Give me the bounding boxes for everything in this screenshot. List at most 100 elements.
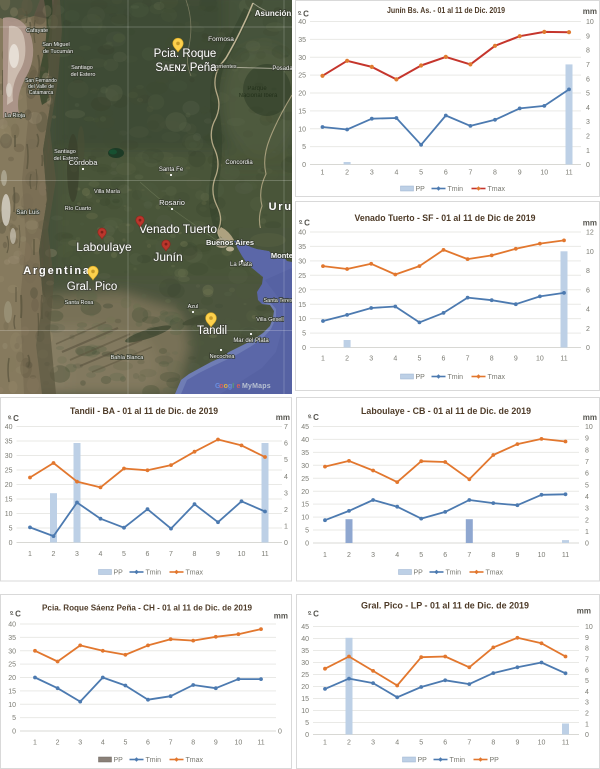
svg-text:5: 5 (585, 482, 589, 489)
svg-text:PP: PP (490, 757, 500, 764)
svg-text:Tmin: Tmin (146, 757, 162, 764)
svg-text:Tmin: Tmin (446, 570, 462, 577)
svg-text:5: 5 (12, 715, 16, 722)
svg-text:Pcia. Roque: Pcia. Roque (154, 48, 217, 60)
svg-text:5: 5 (284, 457, 288, 464)
svg-text:6: 6 (444, 170, 448, 177)
svg-text:20: 20 (8, 675, 16, 682)
svg-text:9: 9 (515, 739, 519, 746)
svg-text:Tmax: Tmax (186, 570, 204, 577)
svg-text:4: 4 (586, 105, 590, 112)
svg-text:1: 1 (323, 739, 327, 746)
svg-text:25: 25 (301, 476, 309, 483)
svg-text:9: 9 (214, 739, 218, 746)
svg-text:2: 2 (585, 517, 589, 524)
svg-text:Nacional Iberá: Nacional Iberá (239, 93, 278, 99)
svg-text:Gral. Pico: Gral. Pico (67, 281, 118, 293)
svg-text:7: 7 (585, 656, 589, 663)
svg-text:6: 6 (443, 739, 447, 746)
svg-text:Santiago: Santiago (71, 65, 93, 71)
svg-text:0: 0 (302, 345, 306, 352)
svg-text:2: 2 (345, 170, 349, 177)
svg-text:10: 10 (540, 170, 548, 177)
svg-text:5: 5 (122, 551, 126, 558)
svg-text:mm: mm (583, 218, 597, 227)
svg-text:10: 10 (538, 739, 546, 746)
svg-text:25: 25 (8, 661, 16, 668)
svg-text:2: 2 (347, 739, 351, 746)
svg-text:35: 35 (5, 439, 13, 446)
svg-text:Tandil - BA - 01 al 11 de Dic.: Tandil - BA - 01 al 11 de Dic. de 2019 (70, 406, 218, 416)
svg-text:Laboulaye: Laboulaye (76, 240, 132, 254)
svg-text:La Plata: La Plata (230, 262, 253, 268)
svg-text:6: 6 (585, 667, 589, 674)
svg-text:mm: mm (583, 7, 597, 16)
svg-text:0: 0 (586, 345, 590, 352)
svg-text:7: 7 (467, 739, 471, 746)
svg-text:40: 40 (301, 636, 309, 643)
svg-text:25: 25 (298, 272, 306, 279)
svg-text:Necochea: Necochea (210, 354, 236, 360)
svg-text:40: 40 (8, 621, 16, 628)
svg-text:o: o (224, 383, 228, 390)
svg-text:Santa Teresita: Santa Teresita (263, 298, 292, 304)
svg-text:9: 9 (586, 33, 590, 40)
svg-text:San Luis: San Luis (16, 210, 39, 216)
svg-text:20: 20 (298, 287, 306, 294)
svg-text:Tmax: Tmax (488, 374, 506, 381)
svg-text:º C: º C (308, 413, 319, 422)
svg-text:40: 40 (298, 229, 306, 236)
svg-text:9: 9 (216, 551, 220, 558)
svg-text:7: 7 (169, 551, 173, 558)
svg-text:30: 30 (298, 55, 306, 62)
svg-text:Corrientes: Corrientes (211, 64, 237, 70)
svg-text:6: 6 (284, 441, 288, 448)
svg-text:7: 7 (466, 355, 470, 362)
svg-text:2: 2 (585, 710, 589, 717)
svg-text:Tmax: Tmax (186, 757, 204, 764)
svg-text:MyMaps: MyMaps (242, 383, 271, 390)
svg-text:0: 0 (9, 540, 13, 547)
svg-text:6: 6 (146, 551, 150, 558)
svg-text:8: 8 (586, 48, 590, 55)
svg-text:6: 6 (586, 287, 590, 294)
svg-text:11: 11 (562, 739, 569, 746)
svg-text:12: 12 (586, 229, 594, 236)
svg-text:PP: PP (416, 186, 426, 193)
svg-text:del Estero: del Estero (71, 72, 96, 78)
svg-text:30: 30 (8, 648, 16, 655)
svg-text:Pcia. Roque Sáenz Peña - CH -: Pcia. Roque Sáenz Peña - CH - 01 al 11 d… (42, 602, 252, 612)
svg-text:11: 11 (560, 355, 567, 362)
svg-text:6: 6 (442, 355, 446, 362)
svg-text:Parque: Parque (247, 86, 267, 92)
svg-text:8: 8 (193, 551, 197, 558)
svg-text:º C: º C (298, 10, 309, 19)
svg-text:0: 0 (302, 162, 306, 169)
svg-text:3: 3 (284, 490, 288, 497)
svg-text:Bahía Blanca: Bahía Blanca (111, 355, 145, 361)
svg-text:Azul: Azul (188, 304, 199, 310)
svg-text:San Fernando: San Fernando (25, 78, 57, 84)
svg-text:1: 1 (284, 524, 288, 531)
svg-text:º C: º C (8, 414, 19, 423)
svg-text:4: 4 (586, 306, 590, 313)
svg-text:Venado Tuerto: Venado Tuerto (139, 222, 217, 236)
svg-text:2: 2 (284, 507, 288, 514)
svg-text:Tmax: Tmax (486, 570, 504, 577)
svg-text:l: l (232, 383, 234, 390)
svg-text:30: 30 (301, 660, 309, 667)
svg-text:4: 4 (395, 739, 399, 746)
svg-text:10: 10 (586, 19, 594, 26)
svg-text:1: 1 (33, 739, 37, 746)
svg-text:5: 5 (417, 355, 421, 362)
svg-text:0: 0 (585, 541, 589, 548)
svg-text:35: 35 (301, 648, 309, 655)
svg-text:9: 9 (585, 634, 589, 641)
svg-text:PP: PP (114, 570, 124, 577)
svg-text:11: 11 (562, 552, 569, 559)
svg-text:7: 7 (586, 62, 590, 69)
svg-text:Junín Bs. As. - 01 al 11 de Di: Junín Bs. As. - 01 al 11 de Dic. 2019 (387, 6, 506, 15)
svg-text:g: g (228, 383, 232, 390)
svg-text:25: 25 (5, 468, 13, 475)
svg-text:Buenos Aires: Buenos Aires (206, 238, 254, 247)
